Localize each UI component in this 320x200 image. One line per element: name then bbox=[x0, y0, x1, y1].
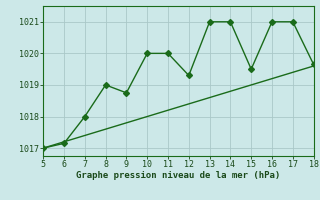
X-axis label: Graphe pression niveau de la mer (hPa): Graphe pression niveau de la mer (hPa) bbox=[76, 171, 281, 180]
